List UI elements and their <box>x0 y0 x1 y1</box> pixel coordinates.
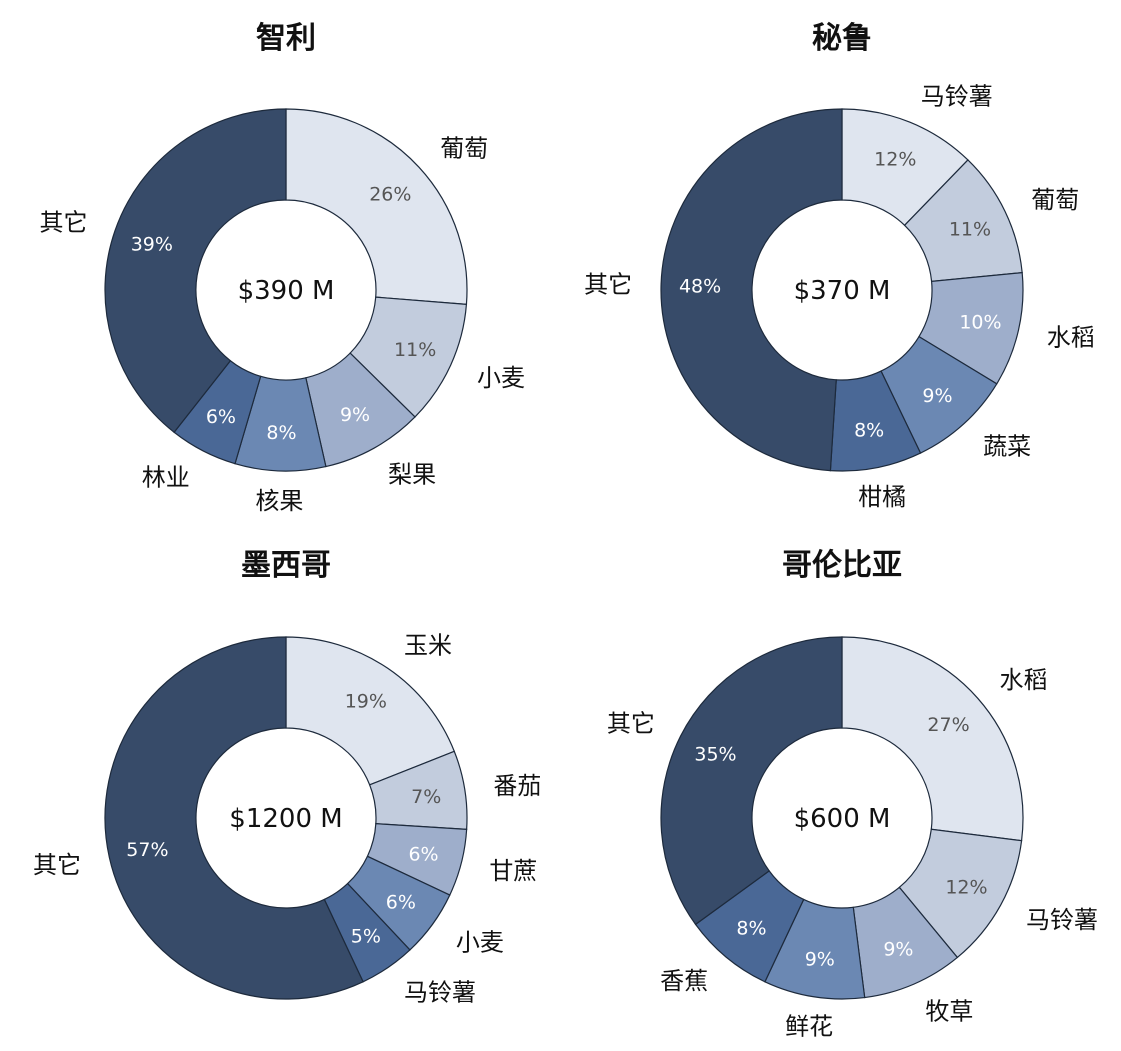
slice-percent-label: 48% <box>679 275 721 297</box>
slice-category-label: 水稻 <box>1000 666 1048 694</box>
slice-category-label: 蔬菜 <box>983 432 1031 460</box>
donut-chart-3: 墨西哥 19% 玉米 7% 番茄 6% 甘蔗 6% 小麦 5% 马铃薯 57% 其它 $1200 M <box>33 548 541 1007</box>
slice-percent-label: 35% <box>694 744 736 766</box>
slice-category-label: 香蕉 <box>660 967 708 995</box>
slice-category-label: 梨果 <box>388 461 436 489</box>
slice-category-label: 核果 <box>255 487 303 515</box>
donut-hole <box>753 729 931 907</box>
slice-percent-label: 26% <box>369 184 411 206</box>
donut-slice <box>285 108 468 305</box>
slice-percent-label: 19% <box>345 691 387 713</box>
donut-chart-1: 智利 26% 葡萄 11% 小麦 9% 梨果 8% 核果 6% 林业 39% 其它 $390 M <box>40 21 525 515</box>
slice-category-label: 其它 <box>40 208 88 236</box>
donut-center-total: $600 M <box>794 804 891 834</box>
donut-hole <box>753 201 931 379</box>
slice-percent-label: 6% <box>386 891 416 913</box>
slice-category-label: 其它 <box>607 710 655 738</box>
donut-center-total: $390 M <box>238 276 335 306</box>
donut-slice <box>104 636 364 1000</box>
slice-percent-label: 8% <box>266 422 296 444</box>
slice-category-label: 柑橘 <box>858 483 906 511</box>
donut-slice <box>660 636 843 926</box>
slice-percent-label: 8% <box>736 917 766 939</box>
slice-category-label: 林业 <box>142 464 190 492</box>
chart-title: 智利 <box>256 21 316 56</box>
chart-title: 墨西哥 <box>241 548 331 583</box>
slice-percent-label: 9% <box>340 404 370 426</box>
slice-percent-label: 27% <box>927 714 969 736</box>
chart-title: 秘鲁 <box>812 21 872 56</box>
slice-percent-label: 6% <box>408 843 438 865</box>
slice-category-label: 鲜花 <box>785 1012 833 1040</box>
slice-category-label: 葡萄 <box>1031 186 1079 214</box>
donut-slice <box>285 636 456 786</box>
slice-category-label: 玉米 <box>404 631 452 659</box>
slice-category-label: 番茄 <box>493 772 541 800</box>
donut-slice <box>104 108 287 434</box>
slice-category-label: 其它 <box>33 851 81 879</box>
chart-title: 哥伦比亚 <box>782 548 902 583</box>
donut-hole <box>197 729 375 907</box>
slice-percent-label: 8% <box>854 419 884 441</box>
slice-percent-label: 11% <box>949 218 991 240</box>
slice-category-label: 马铃薯 <box>921 82 993 110</box>
slice-percent-label: 12% <box>945 876 987 898</box>
slice-category-label: 小麦 <box>456 928 504 956</box>
slice-category-label: 水稻 <box>1047 324 1095 352</box>
slice-category-label: 马铃薯 <box>404 979 476 1007</box>
slice-category-label: 葡萄 <box>440 135 488 163</box>
donut-hole <box>197 201 375 379</box>
donut-slice <box>841 636 1024 842</box>
slice-category-label: 牧草 <box>925 998 973 1026</box>
slice-percent-label: 39% <box>131 234 173 256</box>
donut-chart-2: 秘鲁 12% 马铃薯 11% 葡萄 10% 水稻 9% 蔬菜 8% 柑橘 48% 其它 $370 M <box>584 21 1095 511</box>
slice-percent-label: 9% <box>922 385 952 407</box>
slice-percent-label: 7% <box>411 786 441 808</box>
donut-center-total: $1200 M <box>229 804 342 834</box>
slice-percent-label: 5% <box>351 925 381 947</box>
donut-slice <box>660 108 843 472</box>
slice-percent-label: 6% <box>206 406 236 428</box>
slice-percent-label: 9% <box>883 938 913 960</box>
slice-category-label: 其它 <box>584 270 632 298</box>
slice-percent-label: 10% <box>959 312 1001 334</box>
donut-center-total: $370 M <box>794 276 891 306</box>
slice-percent-label: 57% <box>126 839 168 861</box>
slice-category-label: 小麦 <box>477 364 525 392</box>
slice-percent-label: 9% <box>805 948 835 970</box>
slice-category-label: 甘蔗 <box>489 857 537 885</box>
slice-category-label: 马铃薯 <box>1026 906 1098 934</box>
slice-percent-label: 11% <box>394 339 436 361</box>
donut-chart-4: 哥伦比亚 27% 水稻 12% 马铃薯 9% 牧草 9% 鲜花 8% 香蕉 35% 其它 $600 M <box>607 548 1098 1040</box>
slice-percent-label: 12% <box>874 148 916 170</box>
